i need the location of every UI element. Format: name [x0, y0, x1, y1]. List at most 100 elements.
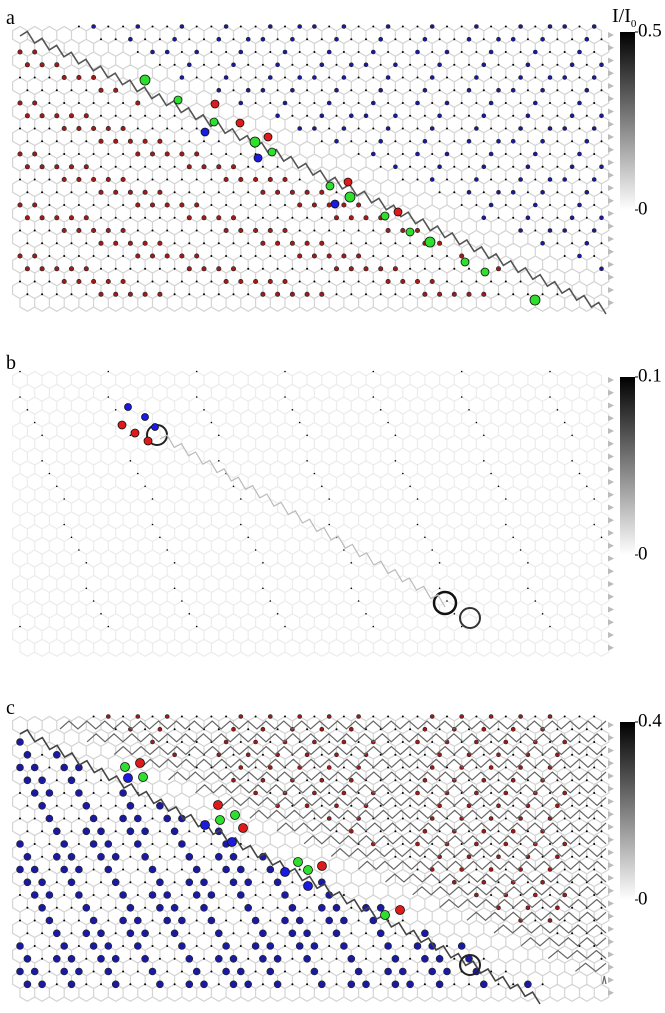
site-dot — [387, 766, 390, 769]
site-dot — [446, 600, 448, 602]
edge-arrow — [608, 632, 614, 638]
edge-arrow — [608, 619, 614, 626]
site-dot — [313, 229, 316, 232]
site-dot — [348, 62, 354, 68]
site-dot — [232, 932, 235, 935]
site-dot — [269, 204, 272, 206]
site-dot — [158, 932, 161, 935]
site-dot — [431, 549, 434, 551]
site-dot — [48, 280, 51, 283]
site-dot — [504, 76, 507, 79]
site-dot — [188, 830, 191, 833]
site-dot — [261, 753, 264, 756]
site-dot — [158, 114, 161, 117]
site-dot — [100, 216, 102, 219]
site-dot — [142, 189, 148, 195]
site-dot — [534, 178, 537, 181]
site-dot — [151, 178, 154, 181]
site-dot — [562, 739, 568, 745]
site-dot — [547, 177, 553, 182]
site-marker — [344, 191, 356, 203]
site-dot — [105, 126, 111, 132]
site-dot — [203, 932, 205, 935]
site-dot — [173, 983, 176, 986]
site-dot — [284, 25, 286, 28]
site-dot — [475, 102, 478, 104]
site-dot — [114, 409, 117, 411]
site-dot — [505, 498, 507, 500]
site-dot — [453, 983, 456, 986]
site-dot — [166, 868, 169, 871]
site-dot — [26, 89, 29, 92]
site-dot — [107, 102, 110, 104]
edge-arrow — [608, 581, 614, 587]
site-dot — [422, 777, 428, 783]
site-dot — [129, 881, 132, 884]
site-dot — [134, 840, 142, 848]
site-dot — [474, 841, 479, 847]
site-dot — [77, 843, 80, 845]
site-dot — [107, 625, 110, 628]
site-dot — [578, 817, 581, 820]
site-dot — [446, 76, 448, 79]
site-dot — [320, 216, 323, 219]
site-dot — [312, 739, 317, 745]
site-dot — [475, 51, 478, 53]
site-dot — [26, 140, 29, 143]
site-dot — [63, 102, 66, 104]
site-dot — [238, 765, 244, 770]
site-dot — [526, 89, 529, 92]
site-dot — [593, 817, 596, 820]
site-dot — [600, 855, 603, 858]
site-marker — [253, 153, 263, 163]
site-dot — [578, 766, 581, 769]
site-dot — [158, 63, 161, 66]
site-dot — [144, 804, 147, 807]
site-dot — [416, 127, 419, 130]
site-dot — [100, 983, 102, 986]
site-dot — [122, 204, 125, 206]
site-dot — [77, 945, 80, 947]
site-dot — [342, 102, 345, 104]
site-dot — [571, 906, 574, 909]
site-dot — [409, 957, 412, 960]
site-dot — [180, 970, 183, 973]
site-dot — [319, 777, 325, 783]
edge-arrow — [608, 389, 614, 396]
site-dot — [16, 763, 24, 772]
site-dot — [122, 102, 125, 104]
site-dot — [387, 255, 390, 257]
site-dot — [379, 63, 382, 66]
site-dot — [247, 536, 249, 539]
site-dot — [142, 291, 148, 297]
site-dot — [423, 165, 426, 168]
site-dot — [223, 177, 229, 183]
site-dot — [488, 202, 494, 208]
site-dot — [30, 891, 39, 899]
site-dot — [16, 942, 24, 950]
site-dot — [394, 932, 397, 935]
site-dot — [77, 204, 80, 206]
site-dot — [158, 38, 161, 41]
site-dot — [365, 728, 367, 731]
site-dot — [481, 62, 487, 68]
site-dot — [555, 752, 560, 758]
site-dot — [76, 177, 82, 183]
site-dot — [348, 777, 354, 783]
site-dot — [534, 76, 537, 79]
site-dot — [585, 855, 588, 858]
site-dot — [490, 843, 493, 845]
site-dot — [541, 293, 544, 296]
site-dot — [16, 840, 24, 848]
site-dot — [142, 240, 148, 246]
site-dot — [541, 906, 544, 909]
site-dot — [203, 191, 205, 194]
site-dot — [363, 113, 369, 119]
site-dot — [577, 202, 582, 208]
site-dot — [195, 229, 198, 232]
site-dot — [41, 932, 44, 935]
site-dot — [400, 228, 406, 234]
site-dot — [562, 228, 568, 233]
site-dot — [244, 878, 252, 887]
site-dot — [186, 266, 192, 272]
